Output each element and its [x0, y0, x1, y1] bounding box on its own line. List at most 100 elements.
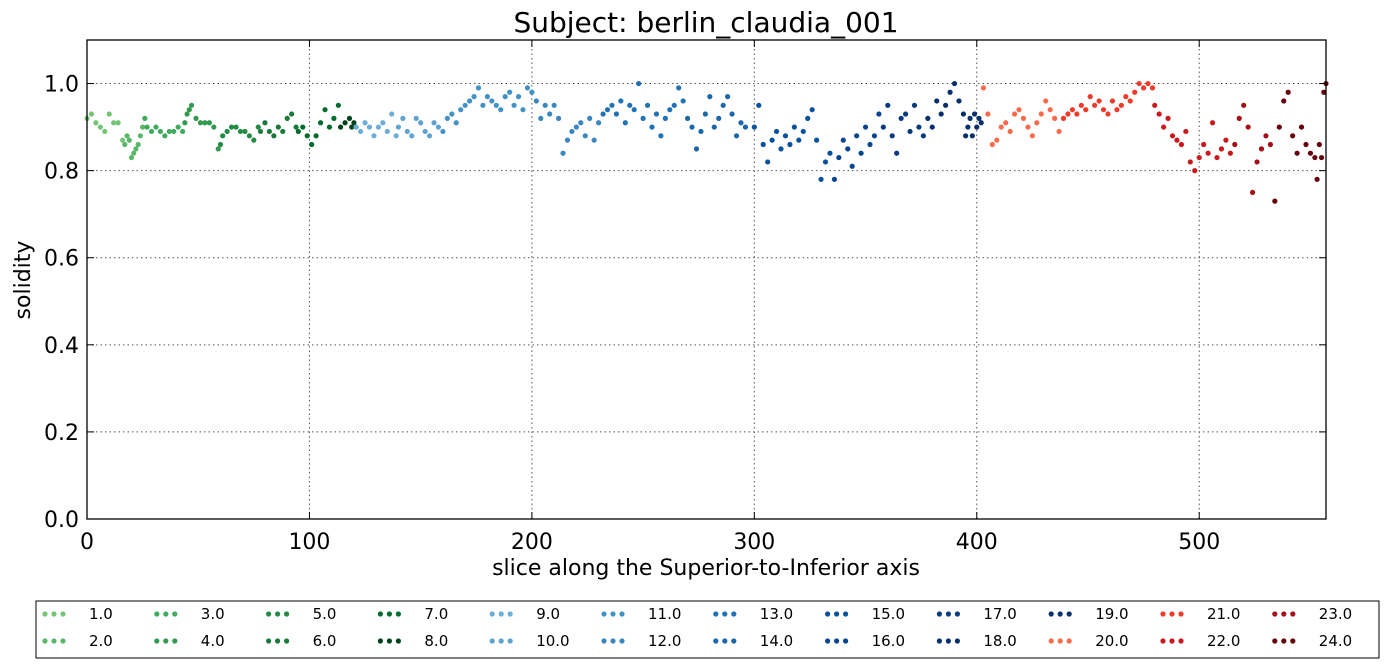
data-point [389, 111, 395, 117]
data-point [413, 115, 419, 121]
legend-marker [1057, 611, 1063, 617]
data-point [1043, 98, 1049, 104]
x-tick-label: 300 [733, 530, 775, 555]
data-point [1123, 94, 1129, 100]
data-point [551, 102, 557, 108]
data-point [684, 115, 691, 121]
data-point [431, 120, 437, 126]
legend-marker [610, 638, 616, 644]
legend-label: 14.0 [760, 632, 793, 650]
data-point [702, 111, 708, 117]
legend-marker [825, 611, 831, 617]
legend-marker [936, 638, 943, 644]
y-tick-label: 1.0 [44, 73, 79, 98]
data-point [135, 141, 141, 148]
y-tick-label: 0.2 [44, 421, 79, 446]
series-4-0 [182, 102, 221, 152]
data-point [980, 85, 987, 91]
data-point [1065, 111, 1071, 117]
data-point [371, 133, 377, 139]
data-point [233, 124, 239, 130]
legend-marker [42, 638, 48, 644]
data-point [502, 94, 508, 100]
data-point [1227, 150, 1233, 156]
legend-marker [1048, 638, 1054, 644]
legend-marker [610, 611, 616, 617]
data-point [867, 141, 873, 148]
data-point [960, 111, 967, 117]
data-point [462, 102, 468, 108]
data-point [440, 128, 446, 135]
legend-entry-7-0: 7.0 [377, 605, 448, 623]
data-point [1047, 107, 1053, 113]
data-point [858, 150, 864, 156]
x-tick-label: 200 [511, 530, 553, 555]
legend-entry-14-0: 14.0 [713, 632, 793, 650]
data-point [587, 115, 593, 121]
legend-marker [1160, 638, 1166, 644]
data-point [796, 137, 802, 143]
legend-label: 7.0 [424, 605, 448, 623]
legend-marker [1160, 611, 1166, 617]
data-point [1290, 133, 1296, 139]
legend-entry-13-0: 13.0 [713, 605, 793, 623]
legend-marker [1169, 638, 1175, 644]
series-2-0 [122, 124, 146, 161]
data-point [716, 115, 722, 121]
data-point [426, 133, 433, 139]
data-point [1025, 124, 1031, 130]
data-point [1267, 141, 1273, 148]
legend-marker [722, 638, 728, 644]
data-point [228, 124, 235, 130]
data-point [1205, 150, 1211, 156]
data-point [188, 102, 195, 108]
data-point [317, 120, 324, 126]
data-point [166, 128, 172, 135]
legend-label: 18.0 [983, 632, 1016, 650]
data-point [676, 85, 682, 91]
data-point [649, 124, 655, 130]
data-point [144, 124, 150, 130]
legend-entry-10-0: 10.0 [489, 632, 570, 650]
data-point [1149, 85, 1156, 91]
series-6-0 [257, 111, 299, 139]
data-point [827, 150, 833, 156]
data-point [148, 128, 155, 135]
legend-marker [154, 611, 160, 617]
data-point [978, 120, 984, 126]
data-point [985, 111, 991, 117]
data-point [956, 98, 962, 104]
data-point [88, 111, 95, 117]
legend-entry-16-0: 16.0 [825, 632, 905, 650]
data-point [393, 133, 399, 139]
data-point [182, 120, 188, 126]
legend-box [35, 600, 1380, 659]
data-point [947, 89, 953, 95]
data-point [680, 98, 686, 104]
data-point [507, 89, 513, 95]
legend-marker [713, 611, 719, 617]
series-19-0 [963, 111, 984, 139]
data-point [275, 124, 281, 130]
legend-marker [834, 611, 840, 617]
data-point [600, 111, 606, 117]
data-point [831, 176, 838, 182]
data-point [220, 133, 226, 139]
data-point [1254, 159, 1260, 165]
data-point [818, 176, 824, 182]
data-point [707, 94, 713, 100]
data-point [142, 115, 148, 121]
data-point [1214, 154, 1220, 161]
legend-marker [945, 638, 952, 644]
legend-marker [1290, 638, 1296, 644]
data-point [1069, 107, 1076, 113]
data-point [493, 102, 499, 108]
data-point [1034, 120, 1040, 126]
data-point [902, 111, 909, 117]
data-point [280, 128, 286, 135]
legend-marker [936, 611, 943, 617]
legend-marker [843, 638, 849, 644]
legend-label: 19.0 [1095, 605, 1128, 623]
legend-marker [498, 611, 504, 617]
data-point [569, 128, 575, 135]
